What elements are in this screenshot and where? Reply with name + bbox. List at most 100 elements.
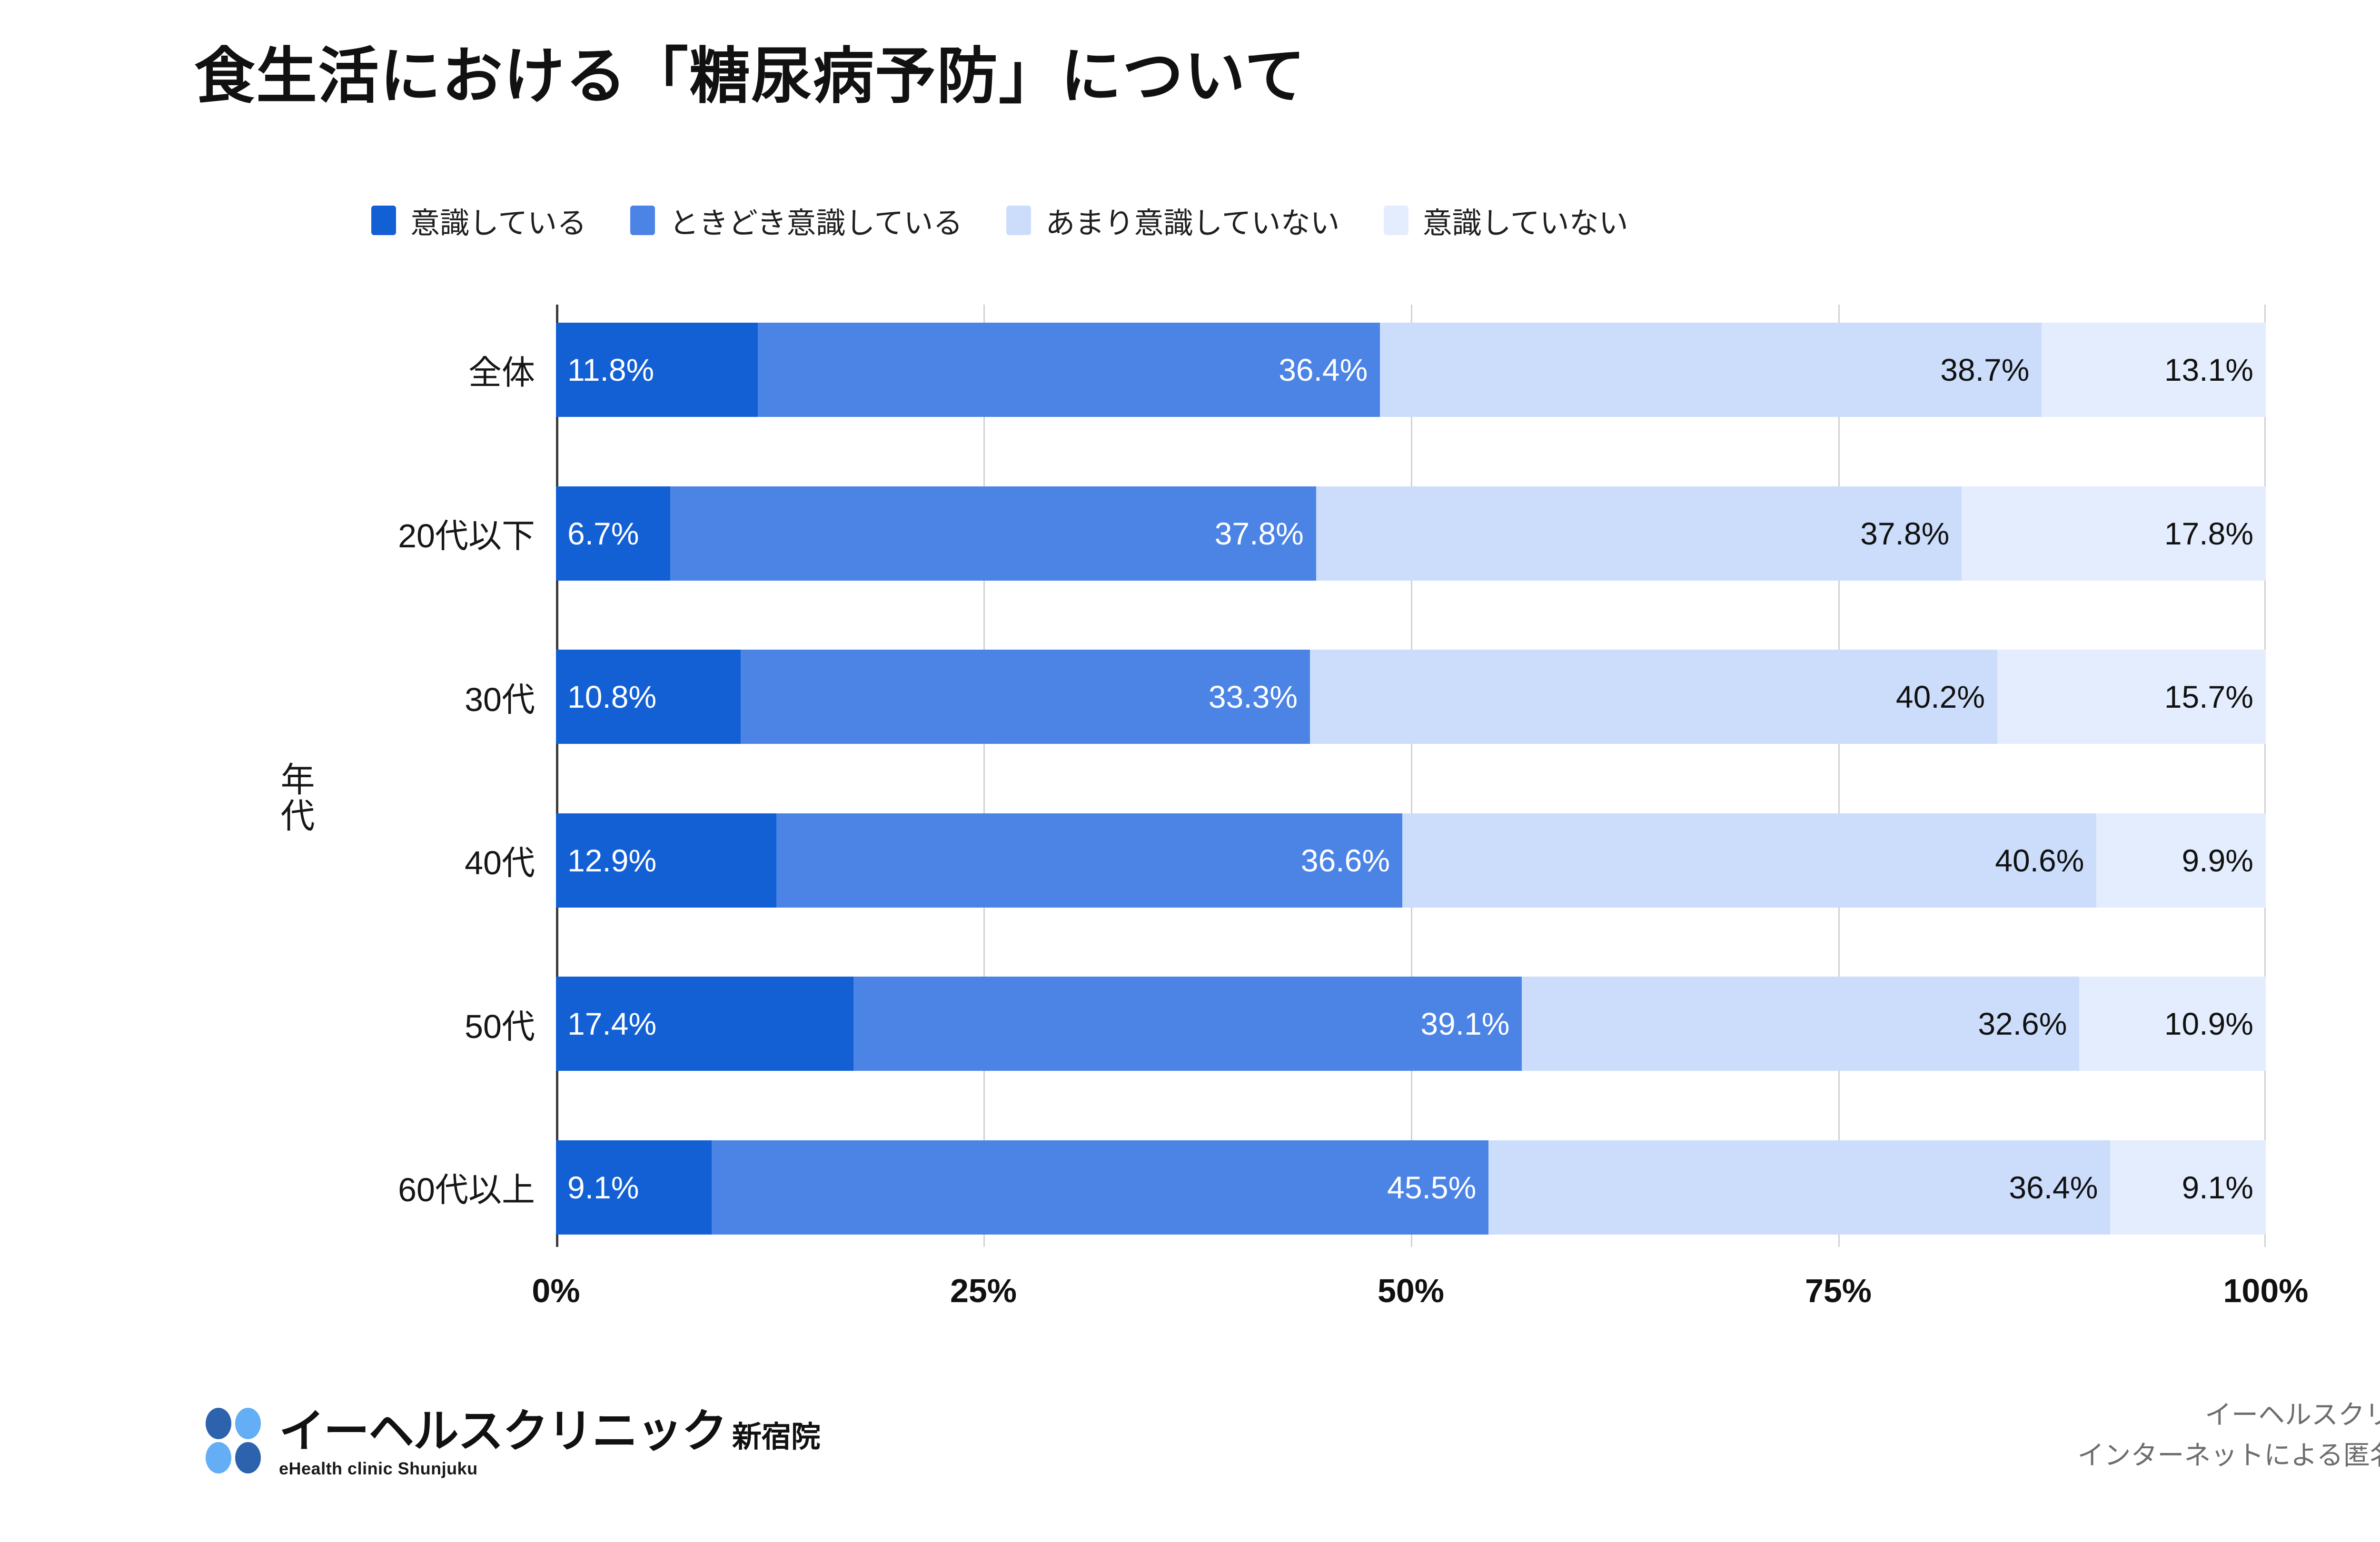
legend-item-0[interactable]: 意識している bbox=[371, 199, 586, 242]
bar-row-label: 60代以上 bbox=[398, 1171, 535, 1209]
logo-text-block: イーヘルスクリニック 新宿院 eHealth clinic Shunjuku bbox=[279, 1406, 821, 1479]
chart-legend: 意識している ときどき意識している あまり意識していない 意識していない bbox=[371, 199, 1672, 242]
logo-main-row: イーヘルスクリニック 新宿院 bbox=[279, 1406, 821, 1457]
legend-swatch-icon-0 bbox=[371, 206, 396, 235]
bar-segment-value: 10.8% bbox=[567, 679, 657, 715]
bar-row: 30代 10.8% 33.3% 40.2% 15.7% bbox=[465, 650, 2266, 744]
legend-label-0: 意識している bbox=[410, 207, 587, 240]
bar-segment[interactable]: 39.1% bbox=[853, 977, 1522, 1071]
bar-segment-value: 17.4% bbox=[567, 1006, 657, 1042]
bar-segment[interactable]: 15.7% bbox=[1997, 650, 2266, 744]
chart-bar-rows: 全体 11.8% 36.4% 38.7% 13.1% 20代以下 6.7% 37.8% 37.8… bbox=[398, 305, 2266, 1247]
bar-segment-value: 9.1% bbox=[2182, 1169, 2253, 1205]
bar-segment[interactable]: 32.6% bbox=[1522, 977, 2080, 1071]
bar-segment-value: 40.6% bbox=[1995, 842, 2084, 878]
page-title: 食生活における「糖尿病予防」について bbox=[194, 42, 1307, 110]
logo-tagline: eHealth clinic Shunjuku bbox=[279, 1458, 478, 1478]
logo-branch-text: 新宿院 bbox=[732, 1421, 821, 1453]
legend-swatch-icon-3 bbox=[1383, 206, 1408, 235]
bar-segment-value: 38.7% bbox=[1940, 352, 2030, 387]
bar-segment[interactable]: 17.8% bbox=[1962, 486, 2266, 581]
bar-segment[interactable]: 37.8% bbox=[670, 486, 1316, 581]
bar-segment[interactable]: 9.1% bbox=[556, 1140, 712, 1235]
x-tick-50: 50% bbox=[1377, 1272, 1445, 1309]
bar-segment-value: 39.1% bbox=[1420, 1006, 1510, 1042]
gridline-0 bbox=[556, 305, 558, 1247]
logo-petal-bottom-right bbox=[235, 1442, 261, 1473]
logo-petal-top-left bbox=[206, 1408, 231, 1439]
bar-row-label: 40代 bbox=[465, 844, 535, 882]
bar-segment-value: 15.7% bbox=[2164, 679, 2253, 715]
bar-segment-value: 37.8% bbox=[1860, 515, 1950, 551]
x-axis-ticks: 0% 25% 50% 75% 100% bbox=[532, 1272, 2308, 1319]
bar-segment[interactable]: 10.8% bbox=[556, 650, 741, 744]
bar-row: 60代以上 9.1% 45.5% 36.4% 9.1% bbox=[398, 1140, 2266, 1235]
bar-segment[interactable]: 11.8% bbox=[556, 323, 758, 417]
brand-logo: イーヘルスクリニック 新宿院 eHealth clinic Shunjuku bbox=[206, 1406, 821, 1479]
bar-segment-value: 36.4% bbox=[2009, 1169, 2098, 1205]
bar-row-label: 30代 bbox=[465, 681, 535, 718]
bar-segment-value: 17.8% bbox=[2164, 515, 2253, 551]
legend-item-2[interactable]: あまり意識していない bbox=[1006, 199, 1340, 242]
bar-segment[interactable]: 10.9% bbox=[2079, 977, 2266, 1071]
bar-row-label: 全体 bbox=[468, 354, 535, 391]
bar-segment[interactable]: 36.4% bbox=[757, 323, 1380, 417]
bar-segment-value: 40.2% bbox=[1895, 679, 1985, 715]
footer-note-line-2: インターネットによる匿名調査｜n=305 bbox=[2077, 1440, 2380, 1471]
bar-segment-value: 10.9% bbox=[2164, 1006, 2253, 1042]
bar-segment[interactable]: 40.2% bbox=[1310, 650, 1998, 744]
bar-row-label: 20代以下 bbox=[398, 517, 535, 555]
bar-segment-value: 11.8% bbox=[567, 352, 654, 387]
legend-label-1: ときどき意識している bbox=[669, 207, 963, 240]
bar-segment-value: 36.4% bbox=[1279, 352, 1368, 387]
bar-segment-value: 32.6% bbox=[1978, 1006, 2067, 1042]
bar-segment[interactable]: 12.9% bbox=[556, 813, 777, 908]
bar-row: 50代 17.4% 39.1% 32.6% 10.9% bbox=[465, 977, 2266, 1071]
bar-segment-value: 45.5% bbox=[1387, 1169, 1477, 1205]
bar-segment[interactable]: 36.4% bbox=[1488, 1140, 2111, 1235]
bar-segment[interactable]: 9.9% bbox=[2096, 813, 2266, 908]
logo-petal-top-right bbox=[235, 1408, 261, 1439]
logo-main-text: イーヘルスクリニック bbox=[279, 1406, 727, 1457]
gridline-25 bbox=[983, 305, 985, 1247]
bar-segment[interactable]: 13.1% bbox=[2042, 323, 2266, 417]
bar-segment-value: 12.9% bbox=[567, 842, 657, 878]
bar-row: 20代以下 6.7% 37.8% 37.8% 17.8% bbox=[398, 486, 2266, 581]
bar-segment[interactable]: 17.4% bbox=[556, 977, 853, 1071]
bar-row: 40代 12.9% 36.6% 40.6% 9.9% bbox=[465, 813, 2266, 908]
legend-label-2: あまり意識していない bbox=[1045, 207, 1340, 240]
bar-row: 全体 11.8% 36.4% 38.7% 13.1% bbox=[468, 323, 2266, 417]
bar-segment-value: 9.9% bbox=[2182, 842, 2253, 878]
bar-segment[interactable]: 6.7% bbox=[556, 486, 671, 581]
x-tick-75: 75% bbox=[1805, 1272, 1872, 1309]
legend-item-1[interactable]: ときどき意識している bbox=[630, 199, 962, 242]
bar-segment[interactable]: 36.6% bbox=[776, 813, 1403, 908]
legend-swatch-icon-1 bbox=[630, 206, 655, 235]
bar-segment[interactable]: 45.5% bbox=[711, 1140, 1489, 1235]
legend-swatch-icon-2 bbox=[1006, 206, 1031, 235]
logo-petal-bottom-left bbox=[206, 1442, 231, 1473]
bar-segment-value: 13.1% bbox=[2164, 352, 2253, 387]
gridline-75 bbox=[1838, 305, 1840, 1247]
bar-segment-value: 6.7% bbox=[567, 515, 639, 551]
bar-segment[interactable]: 33.3% bbox=[740, 650, 1310, 744]
flower-logo-icon bbox=[206, 1408, 267, 1474]
x-tick-100: 100% bbox=[2223, 1272, 2309, 1309]
bar-segment[interactable]: 40.6% bbox=[1402, 813, 2097, 908]
y-axis-title: 年代 bbox=[275, 761, 313, 834]
bar-segment-value: 9.1% bbox=[567, 1169, 639, 1205]
bar-segment-value: 37.8% bbox=[1214, 515, 1304, 551]
bar-row-label: 50代 bbox=[465, 1008, 535, 1045]
x-tick-25: 25% bbox=[950, 1272, 1017, 1309]
bar-segment[interactable]: 37.8% bbox=[1316, 486, 1962, 581]
bar-segment-value: 33.3% bbox=[1208, 679, 1298, 715]
legend-label-3: 意識していない bbox=[1422, 207, 1628, 240]
bar-segment[interactable]: 9.1% bbox=[2110, 1140, 2266, 1235]
gridline-100 bbox=[2264, 305, 2266, 1247]
gridline-50 bbox=[1411, 305, 1412, 1247]
bar-segment-value: 36.6% bbox=[1300, 842, 1390, 878]
legend-item-3[interactable]: 意識していない bbox=[1383, 199, 1628, 242]
bar-segment[interactable]: 38.7% bbox=[1380, 323, 2042, 417]
